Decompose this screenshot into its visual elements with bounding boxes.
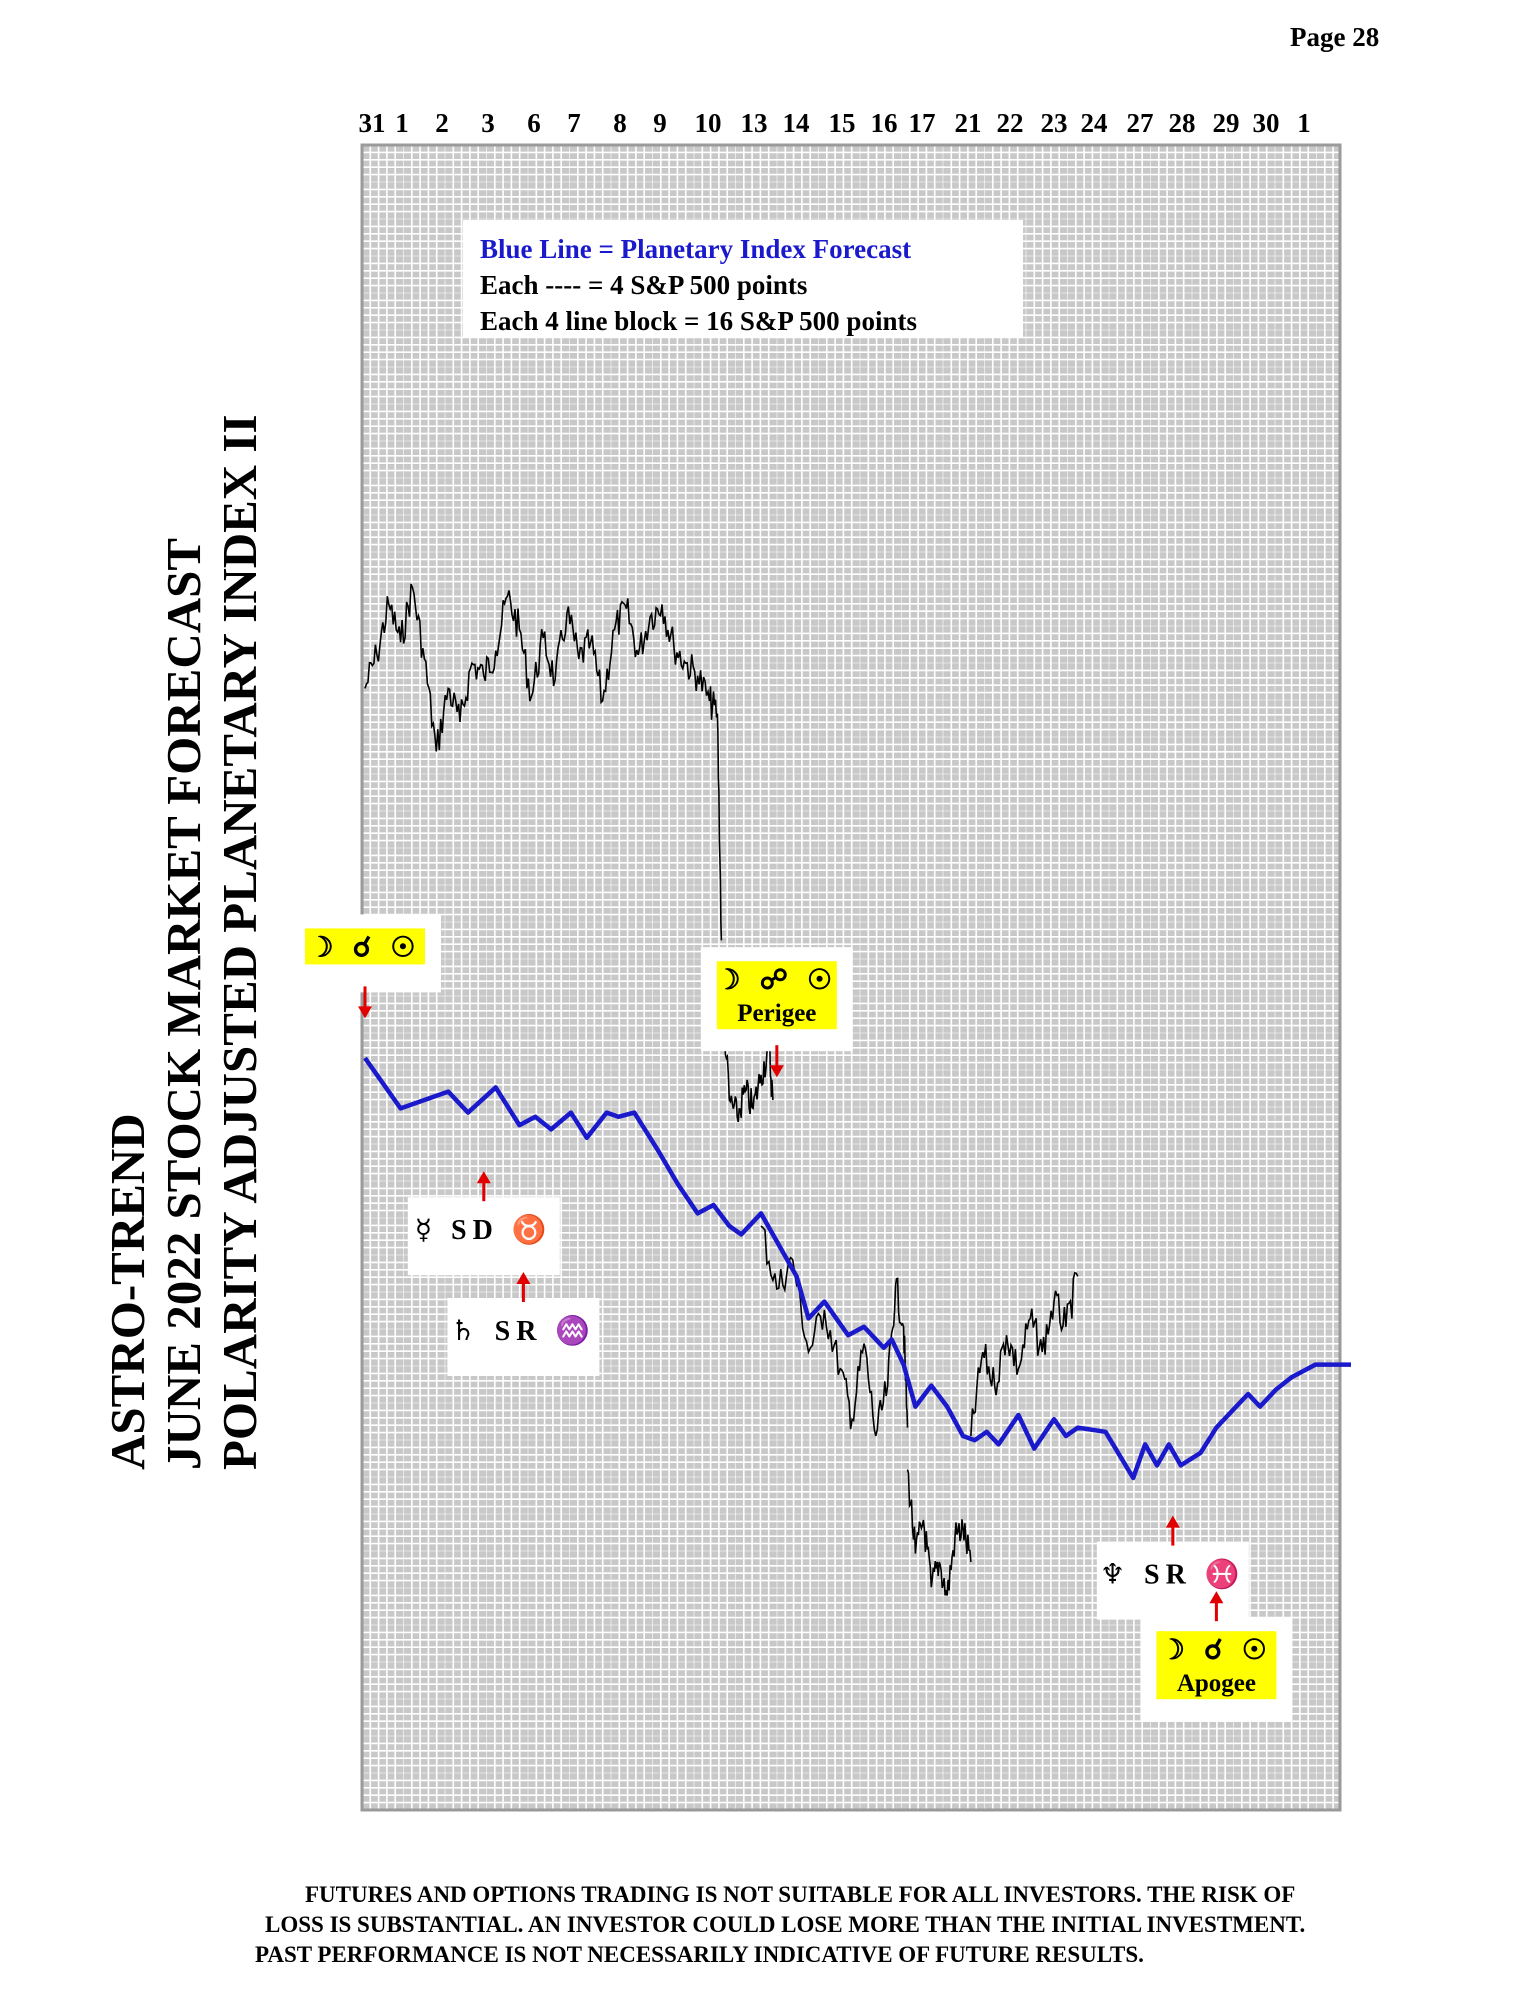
neptune-retro-pisces: ♆ SR ♓ (1096, 1515, 1249, 1620)
annotation-arrowhead (358, 1006, 372, 1019)
date-label: 14 (783, 108, 810, 138)
annotation-highlight (716, 961, 837, 1030)
date-label: 21 (955, 108, 982, 138)
disclaimer-line-2: LOSS IS SUBSTANTIAL. AN INVESTOR COULD L… (265, 1912, 1306, 1937)
annotation-label: Perigee (737, 1000, 816, 1027)
mercury-direct-taurus: ☿ SD ♉ (407, 1171, 560, 1276)
date-label: 3 (481, 108, 495, 138)
annotation-arrowhead (1165, 1515, 1180, 1528)
date-label: 6 (527, 108, 541, 138)
disclaimer-line-3: PAST PERFORMANCE IS NOT NECESSARILY INDI… (255, 1942, 1144, 1967)
date-label: 2 (435, 108, 449, 138)
date-label: 31 (359, 108, 386, 138)
date-label: 16 (871, 108, 898, 138)
date-label: 17 (909, 108, 936, 138)
saturn-retro-aquarius: ♄ SR ♒ (447, 1272, 600, 1376)
annotation-highlight (305, 928, 425, 965)
legend-line-3: Each 4 line block = 16 S&P 500 points (480, 306, 917, 336)
date-label: 9 (653, 108, 667, 138)
moon-opp-sun-perigee: ☽ ☍ ☉ Perigee (700, 947, 853, 1078)
date-label: 27 (1127, 108, 1154, 138)
market-segment (760, 1225, 909, 1437)
market-segment (970, 1271, 1079, 1437)
annotation-glyphs: ☽ ☌ ☉ (1160, 1635, 1273, 1666)
annotation-arrowhead (476, 1171, 491, 1184)
date-label: 13 (741, 108, 768, 138)
annotation-label: Apogee (1177, 1670, 1256, 1697)
date-label: 8 (613, 108, 627, 138)
market-segment (364, 583, 723, 941)
annotation-glyphs: ♄ SR ♒ (451, 1314, 597, 1347)
annotation-highlight (1112, 1555, 1233, 1592)
date-label: 28 (1169, 108, 1196, 138)
planetary-event-annotations: ☽ ☌ ☉☿ SD ♉♄ SR ♒☽ ☍ ☉Perigee♆ SR ♓☽ ☌ ☉… (289, 914, 1293, 1722)
annotation-glyphs: ☽ ☌ ☉ (308, 932, 421, 963)
annotation-glyphs: ☽ ☍ ☉ (716, 965, 839, 996)
annotation-glyphs: ♆ SR ♓ (1100, 1558, 1246, 1591)
date-label: 10 (695, 108, 722, 138)
market-price-series (364, 583, 1079, 1596)
forecast-line (363, 1056, 1351, 1481)
planetary-index-chart: 31 1 2 3 6 7 8 9 10 13 14 15 16 17 21 22 23 24 27 28 29 30 1 B… (289, 108, 1351, 1812)
moon-conj-sun: ☽ ☌ ☉ (289, 914, 441, 1019)
annotation-highlight (423, 1211, 544, 1248)
date-label: 23 (1041, 108, 1068, 138)
chart-legend: Blue Line = Planetary Index Forecast Eac… (463, 220, 1023, 338)
risk-disclaimer: FUTURES AND OPTIONS TRADING IS NOT SUITA… (255, 1880, 1495, 1970)
date-label: 24 (1081, 108, 1108, 138)
moon-conj-sun-apogee: ☽ ☌ ☉ Apogee (1140, 1591, 1293, 1722)
page-number: Page 28 (1290, 22, 1380, 52)
annotation-arrowhead (769, 1065, 784, 1078)
date-label: 1 (395, 108, 409, 138)
date-label: 15 (829, 108, 856, 138)
annotation-highlight (463, 1312, 584, 1348)
legend-box (463, 220, 1023, 338)
annotation-arrowhead (516, 1272, 531, 1284)
date-label: 30 (1253, 108, 1280, 138)
date-label: 22 (997, 108, 1024, 138)
legend-line-2: Each ---- = 4 S&P 500 points (480, 270, 807, 300)
date-label: 1 (1297, 108, 1311, 138)
annotation-arrowhead (1209, 1591, 1224, 1604)
legend-line-1: Blue Line = Planetary Index Forecast (480, 234, 911, 264)
date-label: 7 (567, 108, 581, 138)
annotation-highlight (1156, 1631, 1277, 1700)
date-axis-labels: 31 1 2 3 6 7 8 9 10 13 14 15 16 17 21 22 23 24 27 28 29 30 1 (359, 108, 1311, 138)
disclaimer-line-1: FUTURES AND OPTIONS TRADING IS NOT SUITA… (305, 1882, 1296, 1907)
annotation-glyphs: ☿ SD ♉ (415, 1213, 553, 1246)
date-label: 29 (1213, 108, 1240, 138)
market-segment (906, 1469, 972, 1596)
